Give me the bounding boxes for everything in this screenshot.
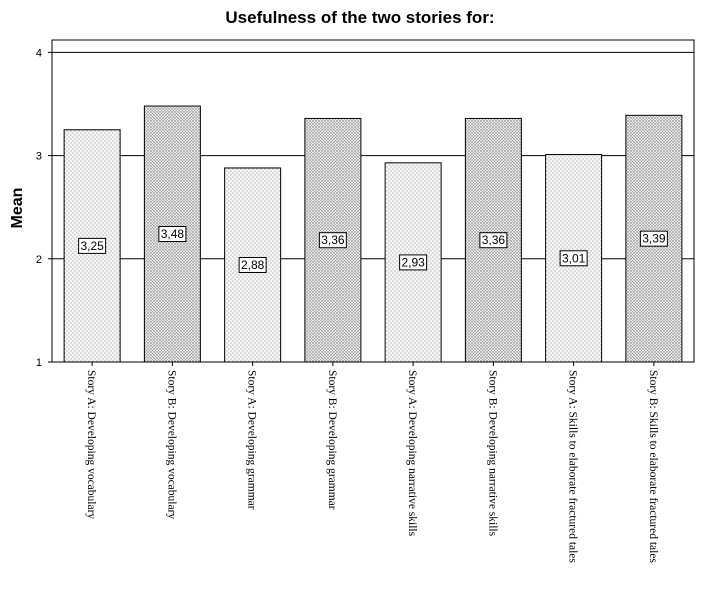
value-label-box xyxy=(78,237,107,254)
value-label: 3,48 xyxy=(161,227,185,241)
value-label-box xyxy=(399,254,428,271)
chart-title: Usefulness of the two stories for: xyxy=(225,8,494,27)
x-tick-label: Story A: Developing grammar xyxy=(246,370,258,510)
value-label: 3,25 xyxy=(80,239,104,253)
value-label-box xyxy=(479,232,508,249)
value-label-box xyxy=(639,230,668,247)
y-tick-label: 4 xyxy=(36,47,42,59)
y-tick-label: 3 xyxy=(36,151,42,163)
x-axis-ticks: Story A: Developing vocabulary Story B: D… xyxy=(85,362,659,563)
value-label-box xyxy=(158,226,187,243)
value-labels: 3,25 3,48 2,88 3,36 2,93 3,36 3,01 3,39 xyxy=(78,226,668,273)
x-tick-label: Story B: Developing narrative skills xyxy=(486,370,498,537)
value-label-box xyxy=(318,232,347,249)
x-tick-label: Story A: Developing narrative skills xyxy=(406,370,418,537)
x-tick-label: Story B: Skills to elaborate fractured t… xyxy=(647,370,659,563)
x-tick-label: Story A: Skills to elaborate fractured t… xyxy=(567,370,579,563)
bars xyxy=(63,105,683,363)
x-tick-label: Story A: Developing vocabulary xyxy=(85,370,97,519)
value-label-box xyxy=(238,256,267,273)
x-tick-label: Story B: Developing grammar xyxy=(326,370,338,510)
value-label: 2,93 xyxy=(401,255,425,269)
y-tick-label: 1 xyxy=(36,357,42,369)
value-label: 3,36 xyxy=(482,233,506,247)
y-axis-ticks: 1 2 3 4 xyxy=(36,47,52,369)
plot-area-frame xyxy=(51,39,695,363)
y-axis-label: Mean xyxy=(9,188,26,229)
value-label: 3,39 xyxy=(642,232,666,246)
x-tick-label: Story B: Developing vocabulary xyxy=(165,370,177,519)
value-label: 2,88 xyxy=(241,258,265,272)
value-label-box xyxy=(559,250,588,267)
y-tick-label: 2 xyxy=(36,254,42,266)
value-label: 3,36 xyxy=(321,233,345,247)
value-label: 3,01 xyxy=(562,251,586,265)
